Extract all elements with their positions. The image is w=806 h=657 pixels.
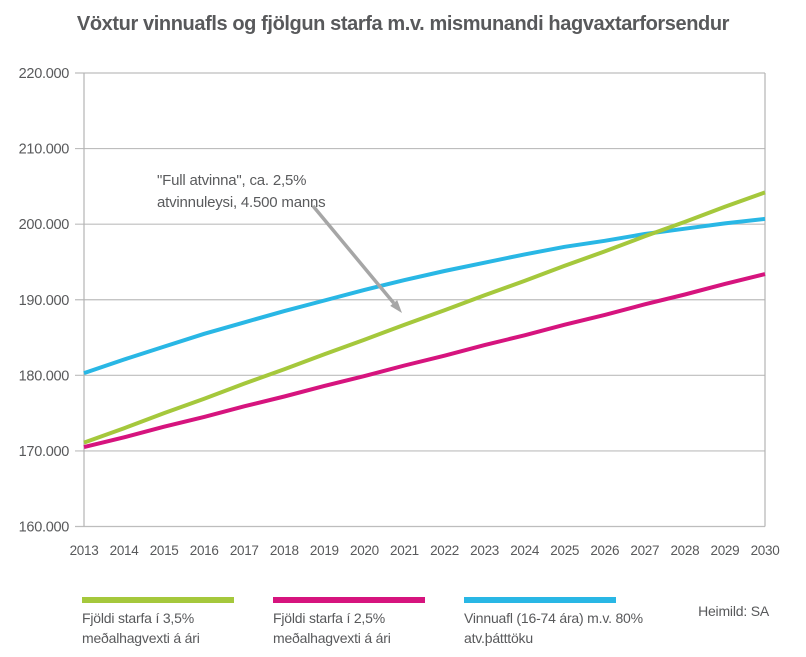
series-line-jobs-3-5pct (83, 190, 766, 445)
legend-swatch-labor-force (464, 597, 616, 603)
annotation-line-2: atvinnuleysi, 4.500 manns (157, 194, 326, 211)
x-tick-label: 2019 (310, 543, 339, 558)
legend-swatch-jobs-2-5pct (273, 597, 425, 603)
annotation-arrow-shaft (311, 204, 396, 305)
x-tick-label: 2025 (550, 543, 579, 558)
y-tick-label: 170.000 (19, 444, 70, 460)
x-tick-label: 2016 (190, 543, 219, 558)
series-line-jobs-2-5pct (83, 272, 766, 450)
y-tick-label: 160.000 (19, 520, 70, 536)
legend-item-jobs-3-5pct: Fjöldi starfa í 3,5% meðalhagvexti á ári (82, 597, 234, 648)
x-tick-label: 2015 (150, 543, 179, 558)
x-tick-label: 2021 (390, 543, 419, 558)
y-tick-label: 210.000 (19, 142, 70, 158)
legend-label-line: Vinnuafl (16-74 ára) m.v. 80% (464, 610, 643, 626)
legend-label-line: meðalhagvexti á ári (273, 630, 391, 646)
y-tick-label: 200.000 (19, 217, 70, 233)
x-tick-label: 2020 (350, 543, 379, 558)
annotation-arrow-head (390, 300, 402, 313)
x-tick-label: 2022 (430, 543, 459, 558)
chart-title: Vöxtur vinnuafls og fjölgun starfa m.v. … (76, 13, 730, 35)
legend-label-jobs-2-5pct: Fjöldi starfa í 2,5% meðalhagvexti á ári (273, 608, 425, 648)
x-tick-label: 2023 (470, 543, 499, 558)
x-tick-label: 2013 (70, 543, 99, 558)
legend-label-line: Fjöldi starfa í 3,5% (82, 610, 194, 626)
annotation-text: "Full atvinna", ca. 2,5% atvinnuleysi, 4… (157, 170, 326, 214)
x-tick-label: 2024 (510, 543, 540, 558)
legend-label-line: Fjöldi starfa í 2,5% (273, 610, 385, 626)
x-tick-label: 2018 (270, 543, 299, 558)
y-tick-label: 190.000 (19, 293, 70, 309)
x-tick-label: 2026 (590, 543, 619, 558)
legend-swatch-jobs-3-5pct (82, 597, 234, 603)
legend-label-jobs-3-5pct: Fjöldi starfa í 3,5% meðalhagvexti á ári (82, 608, 234, 648)
source-label: Heimild: SA (698, 603, 769, 619)
legend-label-labor-force: Vinnuafl (16-74 ára) m.v. 80% atv.þátttö… (464, 608, 643, 648)
annotation-line-1: "Full atvinna", ca. 2,5% (157, 172, 307, 189)
legend-label-line: meðalhagvexti á ári (82, 630, 200, 646)
y-tick-label: 220.000 (19, 66, 70, 82)
x-tick-label: 2029 (711, 543, 740, 558)
x-tick-label: 2014 (110, 543, 140, 558)
series-line-labor-force (83, 216, 766, 375)
x-tick-label: 2017 (230, 543, 259, 558)
x-tick-label: 2030 (751, 543, 780, 558)
legend-label-line: atv.þátttöku (464, 630, 533, 646)
legend-item-labor-force: Vinnuafl (16-74 ára) m.v. 80% atv.þátttö… (464, 597, 643, 648)
x-tick-label: 2027 (630, 543, 659, 558)
legend-item-jobs-2-5pct: Fjöldi starfa í 2,5% meðalhagvexti á ári (273, 597, 425, 648)
y-tick-label: 180.000 (19, 368, 70, 384)
x-tick-label: 2028 (670, 543, 699, 558)
